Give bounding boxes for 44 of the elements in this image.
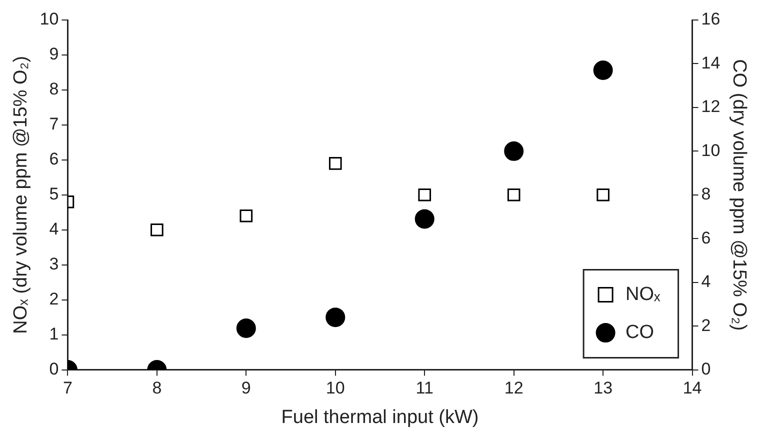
legend-label: CO: [626, 322, 654, 344]
x-tick-label: 8: [152, 378, 162, 398]
y-tick-label: 8: [49, 80, 59, 99]
y-tick-label: 7: [49, 114, 59, 134]
point: [596, 188, 610, 202]
y-tick-label: 9: [49, 44, 59, 64]
y-tick-label: 0: [49, 359, 59, 378]
point: [418, 188, 432, 202]
point: [326, 308, 346, 328]
x-tick-label: 11: [416, 378, 434, 398]
x-tick-label: 13: [594, 378, 613, 398]
y2-tick-label: 10: [701, 140, 720, 160]
y2-tick-label: 6: [701, 228, 711, 248]
y2-tick-label: 12: [701, 97, 720, 116]
x-tick-label: 9: [241, 378, 251, 398]
y-tick-label: 6: [49, 150, 59, 169]
point: [414, 209, 434, 229]
point: [507, 188, 520, 202]
y-tick-label: 1: [49, 324, 59, 344]
y-axis-title: NOₓ (dry volume ppm @15% O₂): [10, 56, 32, 334]
x-axis-title: Fuel thermal input (kW): [281, 406, 479, 428]
x-tick-label: 14: [682, 378, 702, 398]
y-tick-label: 2: [49, 290, 59, 309]
y2-tick-label: 14: [701, 53, 720, 72]
point: [240, 209, 253, 222]
point: [593, 60, 613, 80]
y2-tick-label: 8: [701, 184, 711, 204]
y2-tick-label: 4: [701, 272, 711, 292]
x-tick-label: 10: [326, 378, 345, 398]
point: [150, 223, 164, 236]
legend-label: NOₓ: [626, 284, 662, 306]
y2-tick-label: 0: [701, 359, 711, 378]
y-tick-label: 3: [49, 254, 59, 274]
point: [328, 157, 342, 170]
y-tick-label: 5: [49, 184, 59, 204]
y-tick-label: 10: [40, 10, 59, 29]
y2-tick-label: 2: [701, 316, 711, 335]
point: [504, 141, 524, 161]
y-tick-label: 4: [49, 220, 59, 239]
y2-tick-label: 16: [701, 10, 720, 29]
x-tick-label: 12: [504, 378, 524, 398]
y2-axis-title: CO (dry volume ppm @15% O₂): [728, 59, 750, 331]
x-tick-label: 7: [62, 378, 72, 398]
point: [236, 318, 256, 338]
